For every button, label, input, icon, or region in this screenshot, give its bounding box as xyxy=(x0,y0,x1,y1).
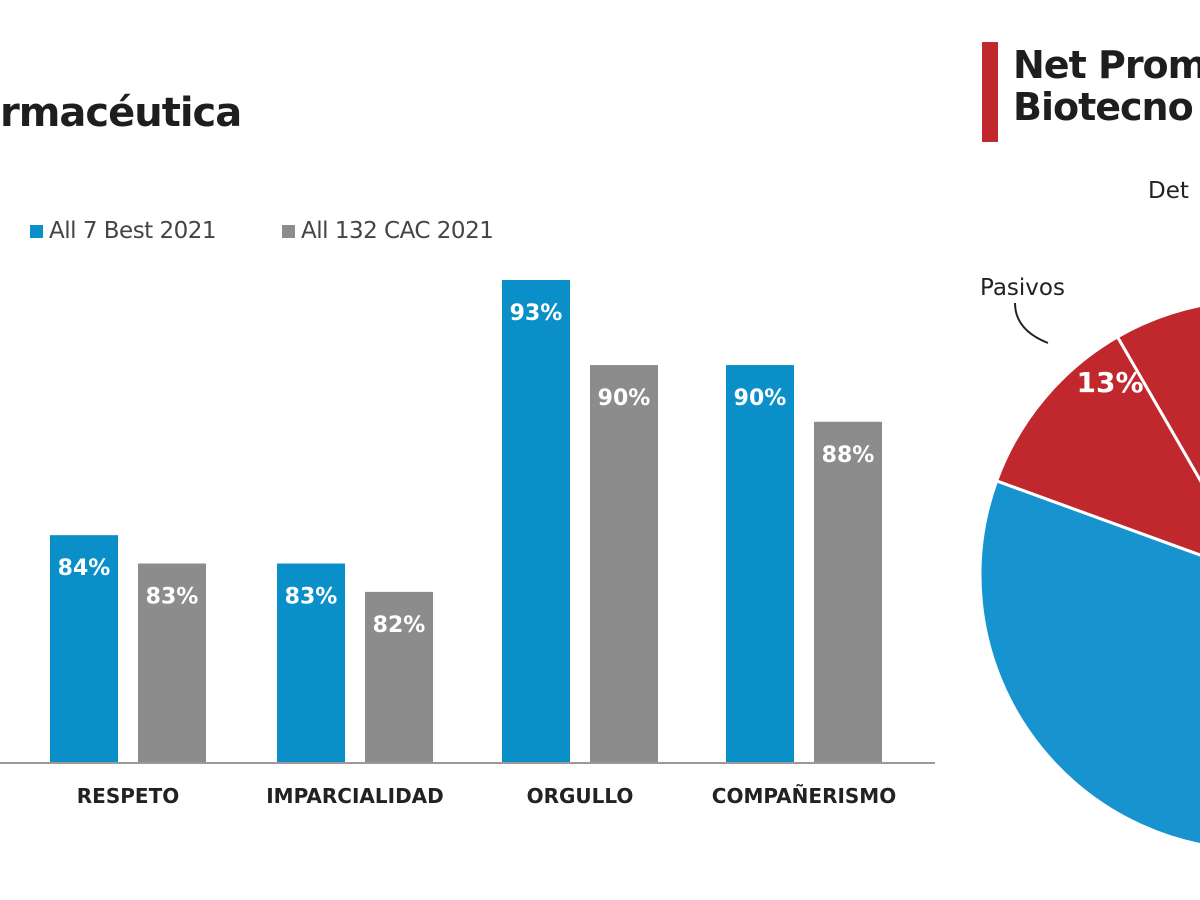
title-accent-bar xyxy=(982,42,998,142)
pie-chart-title: Net Prom Biotecno xyxy=(1013,44,1200,128)
pie-label-pasivos: Pasivos xyxy=(980,275,1065,301)
bar-cac-2 xyxy=(590,365,658,762)
bar-value-label: 88% xyxy=(822,443,875,468)
legend-item-best: All 7 Best 2021 xyxy=(30,216,217,246)
legend-item-cac: All 132 CAC 2021 xyxy=(282,216,494,246)
bar-value-label: 90% xyxy=(734,386,787,411)
pie-title-line1: Net Prom xyxy=(1013,44,1200,87)
legend-label-best: All 7 Best 2021 xyxy=(49,218,217,244)
bar-best-3 xyxy=(726,365,794,762)
bar-chart: 84% 83% RESPETO 83% 82% IMPARCIALIDAD 93% 90% OR… xyxy=(0,280,935,808)
bar-value-label: 90% xyxy=(598,386,651,411)
pasivos-leader-line xyxy=(1014,302,1049,344)
bar-value-label: 93% xyxy=(510,301,563,326)
bar-best-0 xyxy=(50,535,118,762)
legend-swatch-best xyxy=(30,224,43,238)
pie-slice-value-pasivos: 13% xyxy=(1076,366,1143,399)
bar-cac-1 xyxy=(365,591,433,762)
bar-value-label: 83% xyxy=(285,585,338,610)
bar-best-1 xyxy=(277,563,345,762)
legend-swatch-cac xyxy=(282,224,295,238)
pie-slice-pasivos-upper xyxy=(1115,304,1200,483)
bar-value-label: 84% xyxy=(58,556,111,581)
bar-best-2 xyxy=(502,280,570,762)
x-tick-label: COMPAÑERISMO xyxy=(712,784,896,808)
pie-title-line2: Biotecno xyxy=(1013,85,1194,128)
x-tick-label: ORGULLO xyxy=(527,784,634,808)
x-tick-label: IMPARCIALIDAD xyxy=(266,784,444,808)
bar-cac-0 xyxy=(138,563,206,762)
bar-value-label: 82% xyxy=(373,613,426,638)
pie-slice-promotores xyxy=(978,479,1200,846)
x-tick-label: RESPETO xyxy=(77,784,179,808)
pie-label-detractores: Det xyxy=(1148,178,1189,204)
pie-slice-pasivos xyxy=(994,334,1200,557)
bar-cac-3 xyxy=(814,421,882,762)
bar-chart-title: rmacéutica xyxy=(0,90,242,136)
legend-label-cac: All 132 CAC 2021 xyxy=(301,218,494,244)
bar-value-label: 83% xyxy=(146,585,199,610)
